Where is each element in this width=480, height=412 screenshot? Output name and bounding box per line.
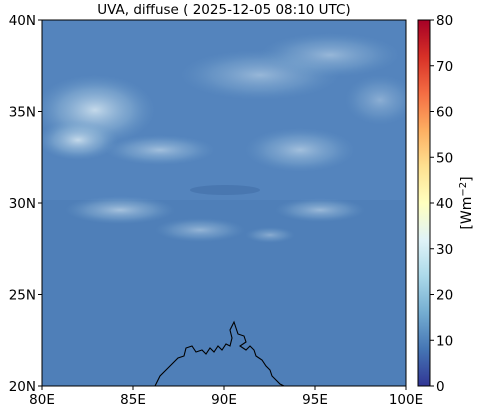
colorbar-tick-label: 50: [436, 150, 453, 166]
x-tick-label: 85E: [120, 392, 146, 408]
coastline: [154, 320, 285, 386]
y-tick-label: 40N: [9, 13, 36, 29]
y-tick-label: 30N: [9, 196, 36, 212]
latitude-axis: 20N 25N 30N 35N 40N: [9, 13, 42, 395]
colorbar-tick-label: 0: [436, 379, 445, 395]
colorbar-label: [Wm−2]: [458, 176, 475, 229]
colorbar-tick-label: 20: [436, 288, 453, 304]
colorbar-tick-label: 40: [436, 196, 453, 212]
x-tick-label: 100E: [389, 392, 423, 408]
colorbar: [417, 19, 431, 387]
longitude-axis: 80E 85E 90E 95E 100E: [29, 386, 423, 408]
x-tick-label: 90E: [211, 392, 237, 408]
y-tick-label: 35N: [9, 105, 36, 121]
colorbar-tick-label: 10: [436, 333, 453, 349]
y-tick-label: 25N: [9, 288, 36, 304]
x-tick-label: 80E: [29, 392, 55, 408]
colorbar-ticks: 0 10 20 30 40 50 60 70 80: [430, 13, 453, 395]
map-title: UVA, diffuse ( 2025-12-05 08:10 UTC): [97, 2, 351, 18]
colorbar-tick-label: 30: [436, 242, 453, 258]
x-tick-label: 95E: [302, 392, 328, 408]
colorbar-tick-label: 80: [436, 13, 453, 29]
colorbar-tick-label: 60: [436, 105, 453, 121]
diffuse-uva-field: [42, 20, 406, 386]
colorbar-tick-label: 70: [436, 59, 453, 75]
y-tick-label: 20N: [9, 379, 36, 395]
